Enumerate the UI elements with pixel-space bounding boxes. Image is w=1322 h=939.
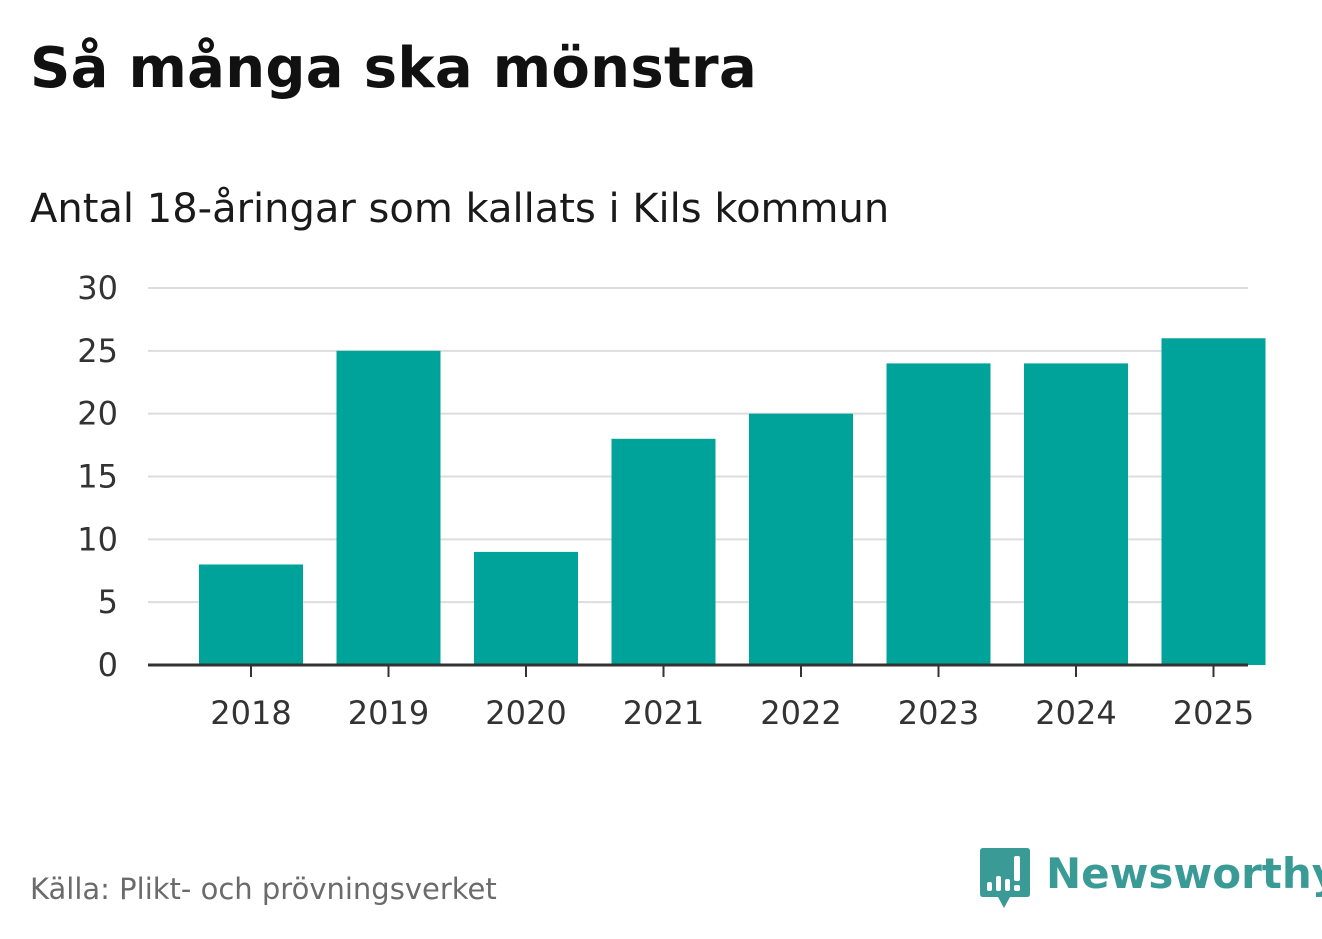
bar-2019 — [336, 350, 441, 665]
x-axis — [148, 663, 1248, 677]
x-tick-label-2023: 2023 — [898, 694, 979, 732]
x-tick-label-2022: 2022 — [760, 694, 841, 732]
y-tick-label-20: 20 — [77, 395, 118, 433]
y-axis-tick-labels: 0 5 10 15 20 25 30 — [77, 269, 118, 684]
brand-name: Newsworthy — [1046, 849, 1322, 898]
x-tick-label-2019: 2019 — [348, 694, 429, 732]
y-tick-label-5: 5 — [98, 583, 118, 621]
bar-2020 — [474, 551, 578, 665]
x-tick-label-2025: 2025 — [1173, 694, 1254, 732]
y-tick-label-25: 25 — [77, 332, 118, 370]
x-tick-label-2018: 2018 — [210, 694, 291, 732]
bar-2023 — [886, 363, 991, 665]
newsworthy-logo: Newsworthy — [980, 848, 1322, 912]
y-tick-label-0: 0 — [98, 646, 118, 684]
x-tick-label-2024: 2024 — [1035, 694, 1116, 732]
chart-title: Så många ska mönstra — [30, 36, 758, 101]
source-note: Källa: Plikt- och prövningsverket — [30, 872, 497, 906]
bar-2024 — [1024, 363, 1128, 665]
chart-subtitle: Antal 18-åringar som kallats i Kils komm… — [30, 186, 890, 232]
bar-2022 — [749, 413, 853, 665]
bars — [199, 338, 1266, 665]
x-tick-label-2021: 2021 — [623, 694, 704, 732]
x-tick-label-2020: 2020 — [485, 694, 566, 732]
y-tick-label-15: 15 — [77, 458, 118, 496]
y-tick-label-30: 30 — [77, 269, 118, 307]
bar-2021 — [611, 438, 716, 665]
bar-chart-speech-bubble-icon — [980, 848, 1030, 908]
bar-2018 — [199, 564, 303, 665]
x-axis-tick-labels: 2018 2019 2020 2021 2022 2023 2024 2025 — [210, 694, 1254, 732]
y-tick-label-10: 10 — [77, 520, 118, 558]
bar-2025 — [1161, 338, 1266, 665]
